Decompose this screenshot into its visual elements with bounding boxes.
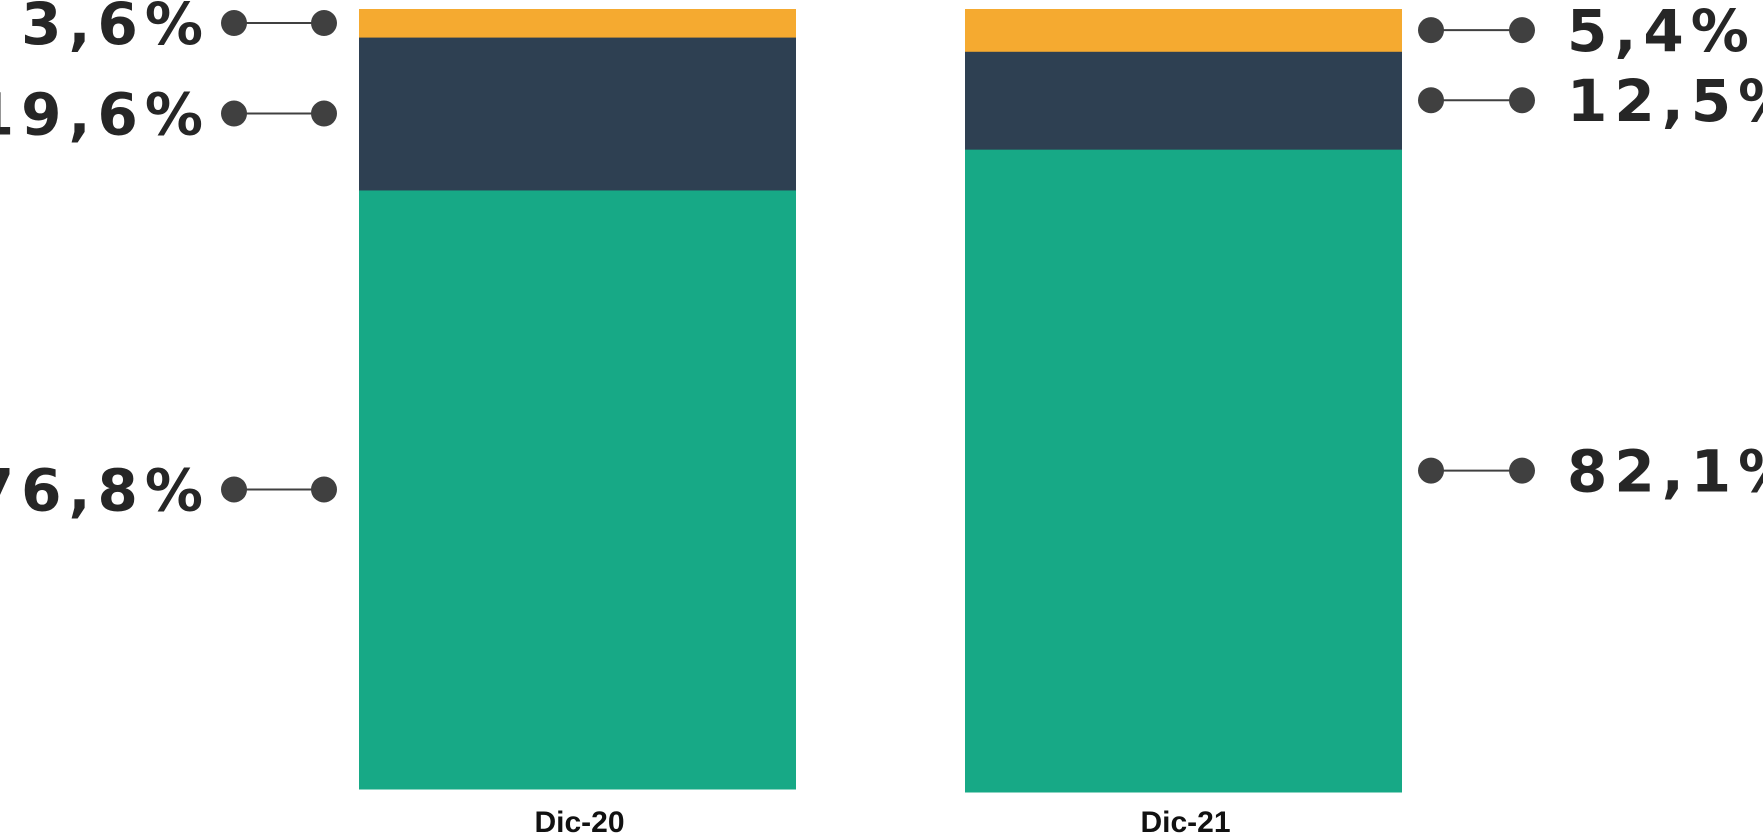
data-label-Dic-20-s1: 19,6% bbox=[0, 80, 210, 148]
leader-dot-outer-Dic-20-s0 bbox=[221, 476, 247, 503]
bar-segment-Dic-20-s1 bbox=[359, 37, 796, 191]
data-label-Dic-21-s0: 82,1% bbox=[1567, 437, 1763, 505]
category-labels-group: Dic-20 Dic-21 bbox=[534, 806, 1230, 839]
x-tick-label-Dic-21: Dic-21 bbox=[1140, 806, 1230, 839]
bar-segment-Dic-20-s0 bbox=[359, 189, 796, 790]
leader-lines-group bbox=[221, 10, 1535, 503]
data-label-Dic-21-s1: 12,5% bbox=[1567, 67, 1763, 135]
bars-group bbox=[359, 9, 1402, 793]
leader-dot-inner-Dic-20-s1 bbox=[311, 100, 337, 127]
leader-dot-inner-Dic-21-s2 bbox=[1509, 17, 1535, 44]
bar-segment-Dic-20-s2 bbox=[359, 9, 796, 38]
leader-dot-inner-Dic-21-s1 bbox=[1509, 87, 1535, 114]
bar-segment-Dic-21-s0 bbox=[965, 149, 1402, 793]
leader-dot-outer-Dic-21-s1 bbox=[1418, 87, 1444, 114]
value-labels-group: 76,8% 19,6% 3,6% 82,1% 12,5%5,4% bbox=[0, 0, 1763, 524]
leader-dot-outer-Dic-20-s2 bbox=[221, 10, 247, 37]
leader-dot-inner-Dic-20-s0 bbox=[311, 476, 337, 503]
data-label-Dic-21-s2: 5,4% bbox=[1567, 0, 1756, 65]
leader-dot-outer-Dic-21-s0 bbox=[1418, 457, 1444, 484]
leader-dot-outer-Dic-21-s2 bbox=[1418, 17, 1444, 44]
leader-dot-outer-Dic-20-s1 bbox=[221, 100, 247, 127]
x-tick-label-Dic-20: Dic-20 bbox=[534, 806, 624, 839]
leader-dot-inner-Dic-21-s0 bbox=[1509, 457, 1535, 484]
bar-segment-Dic-21-s2 bbox=[965, 9, 1402, 52]
data-label-Dic-20-s2: 3,6% bbox=[21, 0, 210, 58]
bar-segment-Dic-21-s1 bbox=[965, 51, 1402, 150]
data-label-Dic-20-s0: 76,8% bbox=[0, 456, 210, 524]
leader-dot-inner-Dic-20-s2 bbox=[311, 10, 337, 37]
